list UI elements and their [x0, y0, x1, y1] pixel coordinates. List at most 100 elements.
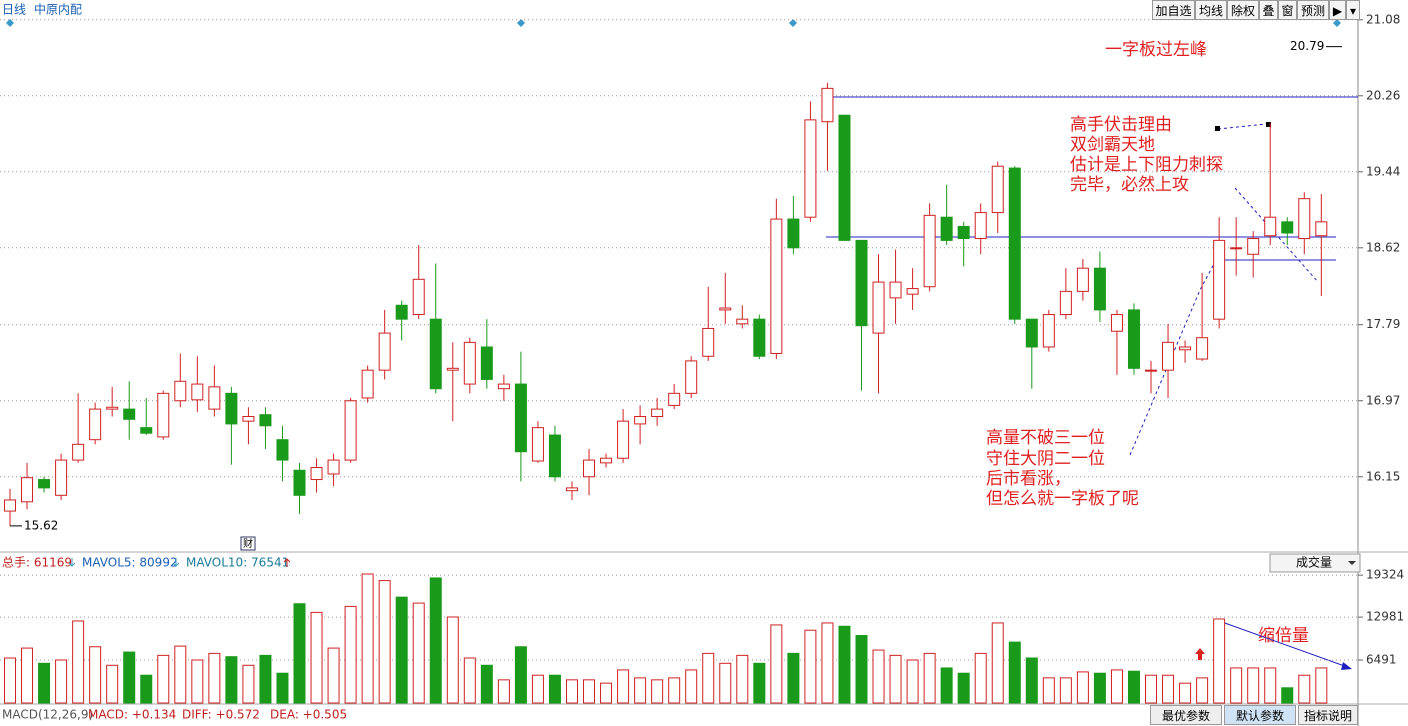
diamond [789, 19, 797, 27]
candle-body [1179, 346, 1192, 351]
handle [1215, 126, 1220, 131]
candle-body [106, 406, 119, 410]
volume-bar [480, 664, 493, 704]
handle [1266, 122, 1271, 127]
candle-body [123, 408, 136, 420]
volume-bar [1162, 674, 1175, 704]
toolbar-button[interactable]: 叠 [1259, 0, 1278, 20]
high-label: 20.79 [1290, 39, 1324, 53]
bottom-button[interactable]: 最优参数 [1150, 705, 1222, 725]
y-tick-label: 20.26 [1366, 88, 1400, 102]
volume-bar [497, 679, 510, 704]
candle-body [1059, 290, 1072, 316]
volume-bar [1145, 674, 1158, 704]
y-tick-label: 17.79 [1366, 317, 1400, 331]
volume-bar [1247, 667, 1260, 704]
candle-body [497, 383, 510, 390]
volume-bar [702, 652, 715, 704]
candle-body [974, 212, 987, 240]
volume-bar [1008, 641, 1021, 704]
candle-body [940, 216, 953, 241]
y-tick-label: 19324 [1366, 568, 1404, 582]
volume-bar [548, 674, 561, 704]
volume-bar [923, 652, 936, 704]
arrowhead [1341, 662, 1352, 670]
toolbar-button[interactable]: 预测 [1297, 0, 1329, 20]
toolbar-button[interactable]: 均线 [1195, 0, 1227, 20]
bottom-button[interactable]: 默认参数 [1224, 705, 1296, 725]
volume-bar [889, 654, 902, 704]
candle-body [804, 119, 817, 218]
macd-name: MACD(12,26,9) [2, 708, 93, 722]
dea-value: DEA: +0.505 [270, 708, 347, 722]
candle-body [55, 459, 68, 496]
volume-bar [600, 682, 613, 704]
volume-bar [310, 611, 323, 704]
period-label: 日线 [2, 3, 26, 17]
volume-bar [531, 674, 544, 704]
candle-body [651, 408, 664, 418]
candle-body [191, 383, 204, 401]
volume-bar [583, 679, 596, 704]
candle-body [4, 499, 16, 512]
candle-body [514, 383, 527, 453]
candle-body [600, 457, 613, 464]
low-label: 15.62 [24, 518, 58, 532]
annotation: 一字板过左峰 [1105, 40, 1207, 60]
bottom-button[interactable]: 指标说明 [1298, 705, 1358, 725]
candle-body [531, 427, 544, 462]
candle-body [38, 479, 51, 489]
candle-body [617, 420, 630, 459]
volume-bar [174, 645, 187, 704]
candle-body [1230, 247, 1243, 250]
candle-body [259, 414, 272, 427]
toolbar-button[interactable]: 加自选 [1152, 0, 1195, 20]
event-markers [6, 19, 1341, 27]
volume-bar [872, 649, 885, 704]
diff-value: DIFF: +0.572 [182, 708, 260, 722]
toolbar-button[interactable]: 窗 [1278, 0, 1297, 20]
diamond [1333, 19, 1341, 27]
candle-body [72, 443, 85, 461]
y-tick-label: 16.97 [1366, 393, 1400, 407]
y-tick-label: 18.62 [1366, 240, 1400, 254]
annotation: 后市看涨， [986, 469, 1071, 489]
volume-bar [1093, 672, 1106, 704]
candle-body [889, 281, 902, 299]
toolbar-button[interactable]: ▾ [1346, 0, 1360, 20]
volume-bar [1025, 657, 1038, 704]
candle-body [446, 367, 459, 371]
toolbar-button[interactable]: ▶ [1329, 0, 1346, 20]
mavol10-label: MAVOL10: 76541 [186, 556, 289, 570]
dashed-arrow [1217, 123, 1267, 130]
indicator-select-label: 成交量 [1296, 555, 1332, 570]
candle-body [1196, 337, 1209, 360]
indicator-select[interactable] [1269, 553, 1361, 573]
volume-bar [157, 654, 170, 704]
candle-body [872, 281, 885, 334]
volume-bar [617, 669, 630, 704]
candle-body [1110, 314, 1123, 332]
volume-bar [55, 659, 68, 704]
volume-bar [651, 679, 664, 704]
volume-bar [668, 677, 681, 704]
candle-body [1076, 267, 1089, 292]
volume-bar [906, 659, 919, 704]
volume-bar [634, 677, 647, 704]
event-icon [240, 536, 256, 551]
candle-body [668, 392, 681, 406]
dashed-arrow [1234, 187, 1319, 283]
toolbar-button[interactable]: 除权 [1227, 0, 1259, 20]
volume-bar [225, 656, 238, 704]
macd-value: MACD: +0.134 [88, 708, 176, 722]
volume-bar [1315, 667, 1328, 704]
volume-bar [378, 580, 391, 704]
candle-body [140, 427, 153, 434]
event-icon-label: 财 [243, 537, 253, 550]
y-tick-label: 12981 [1366, 610, 1404, 624]
candle-body [565, 487, 578, 492]
volume-bar [753, 662, 766, 704]
candle-body [1008, 167, 1021, 320]
volume-bar [242, 664, 255, 704]
volume-bar [1179, 682, 1192, 704]
